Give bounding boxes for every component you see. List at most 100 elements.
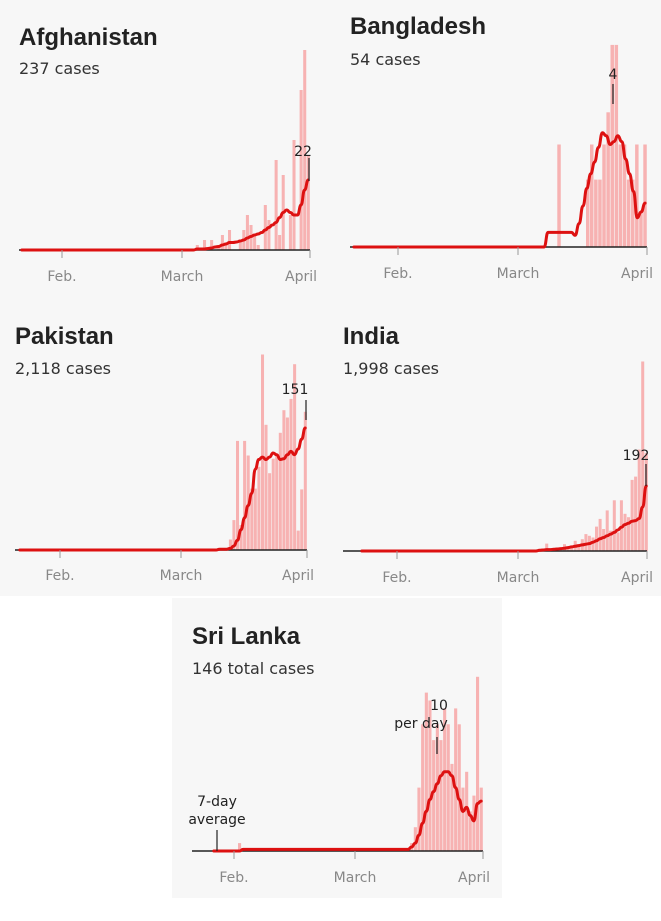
bar xyxy=(293,364,297,550)
x-tick-label: April xyxy=(285,269,317,285)
bar xyxy=(263,205,267,250)
panel-afghanistan: Afghanistan 237 cases Feb. March April 2… xyxy=(0,0,330,298)
bar xyxy=(609,530,613,551)
x-tick-label: April xyxy=(621,266,653,282)
x-tick-label: Feb. xyxy=(45,568,74,584)
bar xyxy=(454,708,458,851)
bar xyxy=(306,155,310,250)
bar xyxy=(228,230,232,250)
bar xyxy=(257,466,261,550)
bar xyxy=(278,432,282,550)
bar xyxy=(243,440,247,550)
bar xyxy=(612,500,616,552)
bar xyxy=(634,476,638,551)
bar xyxy=(253,488,257,550)
annotation-label: 4 xyxy=(609,67,618,83)
bar xyxy=(239,525,243,550)
chart-pakistan: Pakistan 2,118 cases Feb. March April 15… xyxy=(15,323,314,584)
bar xyxy=(278,235,282,250)
annotation-label: 192 xyxy=(623,448,650,464)
x-tick-label: March xyxy=(161,269,204,285)
bar xyxy=(236,440,240,550)
bar xyxy=(594,179,598,247)
bar xyxy=(228,539,232,550)
x-ticks: Feb. March April xyxy=(47,250,317,285)
bar xyxy=(618,144,623,247)
annotation-label: 10 xyxy=(430,698,448,714)
bar xyxy=(595,526,599,551)
bar xyxy=(303,411,307,550)
bar xyxy=(472,795,476,851)
bar xyxy=(639,211,643,247)
bar xyxy=(602,529,606,551)
bar xyxy=(232,520,236,550)
bar xyxy=(250,488,254,550)
chart-india: India 1,998 cases Feb. March April 192 xyxy=(343,323,653,586)
bar xyxy=(450,763,454,851)
bar xyxy=(210,240,214,250)
bar xyxy=(439,740,443,851)
bar xyxy=(626,179,631,247)
panel-pakistan: Pakistan 2,118 cases Feb. March April 15… xyxy=(0,298,330,596)
bar xyxy=(606,112,610,247)
bar xyxy=(435,724,439,851)
x-ticks: Feb. March April xyxy=(45,550,314,584)
bar xyxy=(479,787,483,851)
bar xyxy=(446,724,450,851)
chart-title: Afghanistan xyxy=(19,24,158,51)
chart-subtitle: 146 total cases xyxy=(192,659,314,678)
x-tick-label: April xyxy=(458,870,490,886)
x-tick-label: March xyxy=(160,568,203,584)
chart-subtitle: 1,998 cases xyxy=(343,359,439,378)
bar xyxy=(637,449,641,551)
chart-bangladesh: Bangladesh 54 cases Feb. March April 4 xyxy=(350,13,653,282)
bar xyxy=(303,50,307,250)
bar xyxy=(245,215,249,250)
bar xyxy=(461,787,465,851)
bars xyxy=(195,50,310,250)
bar xyxy=(271,458,275,550)
bar xyxy=(296,530,300,550)
bar xyxy=(424,692,428,851)
bar xyxy=(285,417,289,550)
bar xyxy=(267,220,271,250)
bar xyxy=(238,843,242,851)
bar xyxy=(570,546,574,551)
bar xyxy=(590,144,594,247)
bar xyxy=(598,518,602,551)
average-line xyxy=(18,426,307,552)
x-tick-label: March xyxy=(334,870,377,886)
chart-subtitle: 54 cases xyxy=(350,50,421,69)
bar xyxy=(598,179,602,247)
bar xyxy=(635,144,639,247)
bar xyxy=(288,215,292,250)
x-ticks: Feb. March April xyxy=(383,247,653,282)
x-ticks: Feb. March April xyxy=(219,851,490,886)
bar xyxy=(203,240,207,250)
average-line xyxy=(360,484,648,553)
annotation-label: 151 xyxy=(282,382,309,398)
x-tick-label: March xyxy=(497,266,540,282)
x-ticks: Feb. March April xyxy=(382,551,653,586)
bar xyxy=(289,398,293,550)
bar xyxy=(457,724,461,851)
annotation-label: average xyxy=(188,812,245,828)
x-tick-label: March xyxy=(497,570,540,586)
annotation-label: 22 xyxy=(294,144,312,160)
x-tick-label: Feb. xyxy=(382,570,411,586)
average-line xyxy=(20,178,310,252)
bar xyxy=(591,537,595,551)
bar xyxy=(631,179,635,247)
bar xyxy=(616,532,620,551)
bar xyxy=(577,544,581,551)
bar xyxy=(282,410,286,550)
bar xyxy=(261,354,265,550)
chart-subtitle: 2,118 cases xyxy=(15,359,111,378)
bar xyxy=(220,235,224,250)
chart-afghanistan: Afghanistan 237 cases Feb. March April 2… xyxy=(19,24,317,285)
bar xyxy=(610,44,614,248)
annotation-label: 7-day xyxy=(197,794,237,810)
bars xyxy=(538,361,648,552)
bar xyxy=(417,787,421,851)
bar xyxy=(557,144,561,247)
